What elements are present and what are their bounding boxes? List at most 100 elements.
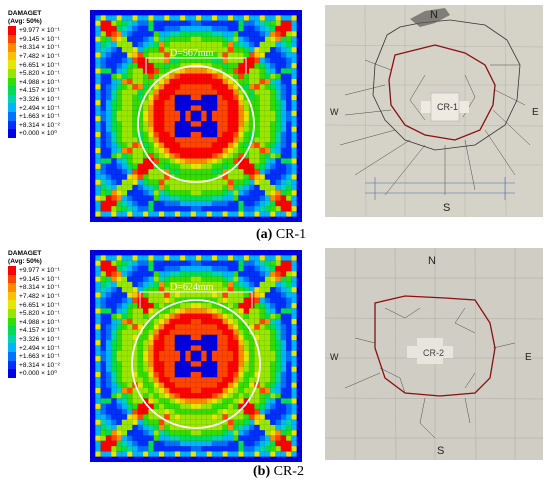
compass-north: N: [428, 255, 436, 267]
legend-label: +0.000 × 10⁰: [19, 130, 57, 138]
legend-entry: +8.314 × 10⁻²: [8, 360, 88, 370]
legend-label: +1.663 × 10⁻¹: [19, 353, 60, 361]
legend-entry: +9.977 × 10⁻¹: [8, 26, 88, 35]
legend-entry: +3.326 × 10⁻¹: [8, 94, 88, 104]
legend-title: DAMAGET: [8, 10, 42, 17]
legend-swatch: [8, 77, 16, 87]
legend-entry: +4.157 × 10⁻¹: [8, 326, 88, 335]
legend-label: +5.820 × 10⁻¹: [19, 310, 60, 318]
legend-swatch: [8, 68, 16, 78]
dimension-label: D=567mm: [170, 48, 214, 59]
legend-swatch: [8, 26, 16, 35]
damage-contour-plot-b: D=624mm: [90, 250, 302, 462]
legend-label: +9.145 × 10⁻¹: [19, 275, 60, 283]
compass-north: N: [430, 9, 438, 21]
legend-swatch: [8, 129, 16, 138]
dimension-line: [145, 57, 247, 74]
specimen-photo-b: CR-2 N S E W: [325, 248, 543, 460]
legend-label: +0.000 × 10⁰: [19, 370, 57, 378]
legend-swatch: [8, 308, 16, 318]
legend-entry: +9.145 × 10⁻¹: [8, 274, 88, 284]
legend-swatch: [8, 369, 16, 378]
legend-label: +3.326 × 10⁻¹: [19, 96, 60, 104]
legend-swatch: [8, 86, 16, 95]
legend-swatch: [8, 103, 16, 112]
legend-label: +6.651 × 10⁻¹: [19, 301, 60, 309]
legend-label: +9.977 × 10⁻¹: [19, 267, 60, 275]
specimen-photo-a: CR-1 N S E W: [325, 5, 543, 217]
legend-swatch: [8, 300, 16, 309]
legend-subtitle: (Avg: 50%): [8, 258, 42, 265]
legend-entry: +0.000 × 10⁰: [8, 369, 88, 378]
legend-swatch: [8, 34, 16, 44]
damage-contour-plot-a: D=567mm: [90, 10, 302, 222]
legend-label: +2.494 × 10⁻¹: [19, 104, 60, 112]
caption-a: (a) CR-1: [256, 227, 306, 243]
legend-label: +8.314 × 10⁻¹: [19, 284, 60, 292]
legend-label: +3.326 × 10⁻¹: [19, 336, 60, 344]
legend-swatch: [8, 51, 16, 61]
legend-entry: +7.482 × 10⁻¹: [8, 51, 88, 61]
legend-swatch: [8, 94, 16, 104]
legend-label: +7.482 × 10⁻¹: [19, 293, 60, 301]
compass-east: E: [532, 107, 539, 118]
legend-rows: +9.977 × 10⁻¹ +9.145 × 10⁻¹ +8.314 × 10⁻¹ +…: [8, 266, 88, 378]
legend-subtitle: (Avg: 50%): [8, 18, 42, 25]
compass-west: W: [330, 107, 339, 117]
legend-entry: +2.494 × 10⁻¹: [8, 343, 88, 352]
legend-label: +8.314 × 10⁻²: [19, 121, 60, 129]
legend-entry: +3.326 × 10⁻¹: [8, 334, 88, 344]
legend-title: DAMAGET: [8, 250, 42, 257]
compass-west: W: [330, 352, 339, 362]
legend-swatch: [8, 360, 16, 370]
compass-south: S: [437, 445, 444, 457]
legend-label: +5.820 × 10⁻¹: [19, 70, 60, 78]
legend-swatch: [8, 343, 16, 352]
caption-letter: (a): [256, 227, 273, 242]
legend-swatch: [8, 111, 16, 121]
legend-label: +4.988 × 10⁻¹: [19, 318, 60, 326]
damage-legend-a: DAMAGET (Avg: 50%) +9.977 × 10⁻¹ +9.145 ×…: [8, 10, 88, 138]
legend-entry: +8.314 × 10⁻¹: [8, 43, 88, 52]
legend-entry: +4.157 × 10⁻¹: [8, 86, 88, 95]
legend-entry: +5.820 × 10⁻¹: [8, 308, 88, 318]
legend-swatch: [8, 351, 16, 361]
legend-swatch: [8, 60, 16, 69]
compass-south: S: [443, 202, 450, 214]
legend-label: +8.314 × 10⁻¹: [19, 44, 60, 52]
legend-rows: +9.977 × 10⁻¹ +9.145 × 10⁻¹ +8.314 × 10⁻¹ +…: [8, 26, 88, 138]
legend-entry: +8.314 × 10⁻¹: [8, 283, 88, 292]
legend-label: +4.157 × 10⁻¹: [19, 87, 60, 95]
legend-swatch: [8, 274, 16, 284]
punching-cone-circle: [131, 299, 261, 429]
legend-entry: +2.494 × 10⁻¹: [8, 103, 88, 112]
specimen-label: CR-2: [423, 348, 444, 358]
caption-letter: (b): [253, 464, 271, 479]
legend-entry: +9.977 × 10⁻¹: [8, 266, 88, 275]
legend-label: +9.977 × 10⁻¹: [19, 27, 60, 35]
legend-label: +1.663 × 10⁻¹: [19, 113, 60, 121]
dimension-line: [139, 291, 253, 308]
caption-text: CR-2: [270, 464, 304, 479]
legend-label: +4.157 × 10⁻¹: [19, 327, 60, 335]
legend-label: +4.988 × 10⁻¹: [19, 78, 60, 86]
legend-entry: +0.000 × 10⁰: [8, 129, 88, 138]
legend-swatch: [8, 43, 16, 52]
caption-text: CR-1: [272, 227, 307, 242]
legend-entry: +5.820 × 10⁻¹: [8, 68, 88, 78]
punching-cone-circle: [137, 65, 255, 183]
legend-swatch: [8, 266, 16, 275]
legend-entry: +7.482 × 10⁻¹: [8, 291, 88, 301]
legend-label: +6.651 × 10⁻¹: [19, 61, 60, 69]
legend-swatch: [8, 317, 16, 327]
legend-entry: +4.988 × 10⁻¹: [8, 317, 88, 327]
legend-swatch: [8, 326, 16, 335]
legend-entry: +9.145 × 10⁻¹: [8, 34, 88, 44]
legend-entry: +6.651 × 10⁻¹: [8, 300, 88, 309]
legend-label: +9.145 × 10⁻¹: [19, 35, 60, 43]
legend-entry: +1.663 × 10⁻¹: [8, 111, 88, 121]
legend-swatch: [8, 283, 16, 292]
caption-b: (b) CR-2: [253, 464, 304, 480]
legend-entry: +6.651 × 10⁻¹: [8, 60, 88, 69]
dimension-label: D=624mm: [170, 282, 214, 293]
